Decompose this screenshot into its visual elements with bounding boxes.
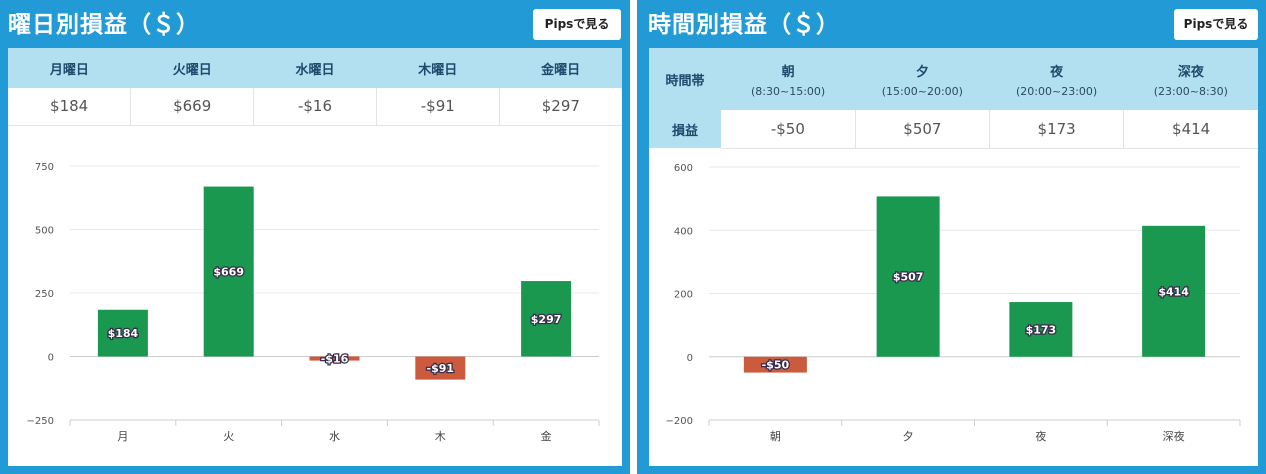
time-value-late-night: $414: [1123, 110, 1258, 149]
weekday-pips-button[interactable]: Pipsで見る: [533, 9, 621, 40]
time-value-morning: -$50: [721, 110, 856, 149]
time-header-morning: 朝 (8:30~15:00): [721, 48, 856, 110]
time-value-row: 損益 -$50 $507 $173 $414: [649, 110, 1258, 149]
weekday-header-row: 月曜日 火曜日 水曜日 木曜日 金曜日: [8, 48, 622, 88]
y-tick-label: 500: [35, 226, 54, 237]
profit-loss-label: 損益: [649, 110, 721, 148]
time-header-range: (20:00~23:00): [1016, 84, 1098, 98]
weekday-header-wed: 水曜日: [253, 48, 377, 88]
time-header-range: (8:30~15:00): [751, 84, 826, 98]
x-category-label: 月: [117, 430, 128, 443]
weekday-card: 月曜日 火曜日 水曜日 木曜日 金曜日 $184 $669 -$16 -$91 …: [8, 48, 622, 466]
time-header-night: 夜 (20:00~23:00): [989, 48, 1124, 110]
weekday-header-mon: 月曜日: [8, 48, 131, 88]
time-value-night: $173: [988, 110, 1124, 149]
y-tick-label: 750: [35, 162, 54, 173]
weekday-value-mon: $184: [8, 88, 131, 126]
bar: [1142, 225, 1206, 357]
time-header-evening: 夕 (15:00~20:00): [855, 48, 990, 110]
y-tick-label: 400: [674, 226, 693, 237]
weekday-summary-table: 月曜日 火曜日 水曜日 木曜日 金曜日 $184 $669 -$16 -$91 …: [8, 48, 622, 126]
time-header-range: (23:00~8:30): [1153, 84, 1228, 98]
y-tick-label: 200: [674, 290, 693, 301]
time-card: 時間帯 朝 (8:30~15:00) 夕 (15:00~20:00) 夜 (20…: [649, 48, 1258, 466]
weekday-header-fri: 金曜日: [499, 48, 622, 88]
y-tick-label: 0: [48, 353, 54, 364]
weekday-panel: 曜日別損益（＄） Pipsで見る 月曜日 火曜日 水曜日 木曜日 金曜日 $18…: [0, 0, 630, 474]
x-category-label: 木: [435, 430, 446, 443]
bar-value-label: -$50: [762, 359, 790, 372]
bar: [1009, 302, 1073, 357]
x-category-label: 深夜: [1163, 429, 1185, 443]
time-band-label: 時間帯: [649, 48, 721, 110]
bar-value-label: $669: [213, 266, 244, 279]
weekday-bar-chart: −250 0 250 500 750 $184 月 $669 火 -$16 水 -$91 木 $297 金: [27, 162, 600, 443]
weekday-value-row: $184 $669 -$16 -$91 $297: [8, 88, 622, 126]
bar-value-label: $173: [1026, 323, 1057, 336]
time-panel: 時間別損益（＄） Pipsで見る 時間帯 朝 (8:30~15:00) 夕 (1…: [637, 0, 1266, 474]
bar-value-label: $507: [893, 271, 924, 284]
x-category-label: 夜: [1035, 429, 1046, 443]
time-header-name: 夕: [915, 64, 929, 80]
time-header-row: 時間帯 朝 (8:30~15:00) 夕 (15:00~20:00) 夜 (20…: [649, 48, 1258, 110]
y-tick-label: 600: [674, 163, 693, 174]
bar-value-label: -$16: [321, 353, 349, 366]
weekday-value-wed: -$16: [253, 88, 377, 126]
weekday-value-tue: $669: [130, 88, 254, 126]
x-category-label: 朝: [770, 430, 781, 443]
x-category-label: 火: [223, 430, 234, 443]
weekday-value-thu: -$91: [375, 88, 500, 126]
time-header-name: 深夜: [1177, 64, 1204, 80]
x-category-label: 水: [329, 430, 340, 443]
time-header-name: 朝: [781, 64, 795, 80]
time-pips-button[interactable]: Pipsで見る: [1174, 9, 1258, 40]
bar: [876, 196, 940, 357]
bar: [309, 356, 360, 361]
bar: [203, 186, 254, 357]
bar: [743, 356, 807, 373]
bar-value-label: $297: [531, 313, 562, 326]
y-tick-label: 0: [687, 353, 693, 364]
time-title: 時間別損益（＄）: [648, 12, 840, 38]
weekday-title: 曜日別損益（＄）: [8, 12, 200, 38]
weekday-header-tue: 火曜日: [130, 48, 254, 88]
time-header-late-night: 深夜 (23:00~8:30): [1123, 48, 1258, 110]
time-bar-chart: −200 0 200 400 600 -$50 朝 $507 夕 $173 夜 $414 深夜: [666, 163, 1241, 443]
bar: [521, 281, 572, 357]
time-header-name: 夜: [1050, 64, 1064, 80]
weekday-value-fri: $297: [498, 88, 622, 126]
time-header-range: (15:00~20:00): [881, 84, 963, 98]
bar-value-label: -$91: [427, 362, 455, 375]
bar-value-label: $184: [108, 327, 139, 340]
bar: [97, 309, 148, 357]
bar-value-label: $414: [1158, 285, 1189, 298]
time-value-evening: $507: [854, 110, 990, 149]
y-tick-label: −200: [666, 416, 693, 427]
x-category-label: 金: [541, 429, 552, 443]
bar: [415, 356, 466, 380]
x-category-label: 夕: [903, 430, 914, 443]
weekday-header-thu: 木曜日: [376, 48, 500, 88]
y-tick-label: −250: [27, 416, 54, 427]
time-summary-table: 時間帯 朝 (8:30~15:00) 夕 (15:00~20:00) 夜 (20…: [649, 48, 1258, 149]
y-tick-label: 250: [35, 289, 54, 300]
